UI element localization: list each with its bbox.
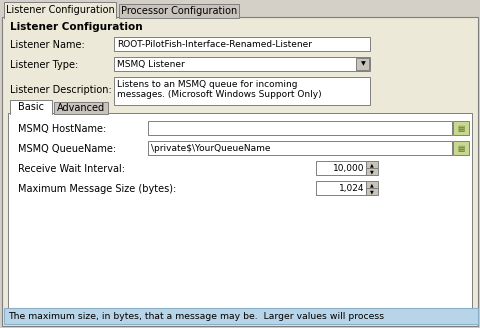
Text: The maximum size, in bytes, that a message may be.  Larger values will process: The maximum size, in bytes, that a messa…	[8, 312, 384, 321]
Bar	[453, 121, 469, 135]
Text: Advanced: Advanced	[57, 103, 105, 113]
Bar	[148, 121, 452, 135]
Text: ▤: ▤	[457, 144, 465, 153]
Bar	[8, 113, 472, 308]
Text: ▼: ▼	[370, 189, 374, 194]
Bar	[366, 161, 378, 168]
Text: MSMQ HostName:: MSMQ HostName:	[18, 124, 106, 134]
Text: \private$\YourQueueName: \private$\YourQueueName	[151, 144, 271, 153]
Bar	[316, 161, 366, 175]
Bar	[366, 181, 378, 188]
Text: ▼: ▼	[360, 62, 365, 67]
Bar	[114, 57, 370, 71]
Bar	[453, 141, 469, 155]
Text: Listener Name:: Listener Name:	[10, 40, 85, 50]
Bar	[366, 188, 378, 195]
Bar	[356, 58, 369, 70]
Text: Receive Wait Interval:: Receive Wait Interval:	[18, 164, 125, 174]
Text: 1,024: 1,024	[338, 184, 364, 193]
Text: ▤: ▤	[457, 124, 465, 133]
Bar	[316, 181, 366, 195]
Bar	[5, 16, 116, 18]
Bar	[119, 4, 239, 18]
Bar	[114, 77, 370, 105]
Text: ROOT-PilotFish-Interface-Renamed-Listener: ROOT-PilotFish-Interface-Renamed-Listene…	[117, 40, 312, 49]
Bar	[4, 2, 116, 18]
Text: Basic: Basic	[18, 102, 44, 112]
Text: Processor Configuration: Processor Configuration	[121, 6, 237, 16]
Text: 10,000: 10,000	[333, 164, 364, 173]
Text: Listener Configuration: Listener Configuration	[6, 5, 114, 15]
Bar	[4, 308, 478, 324]
Text: Listener Type:: Listener Type:	[10, 60, 78, 70]
Text: ▲: ▲	[370, 162, 374, 167]
Bar	[11, 113, 52, 114]
Text: Listener Description:: Listener Description:	[10, 85, 112, 95]
Text: Maximum Message Size (bytes):: Maximum Message Size (bytes):	[18, 184, 176, 194]
Bar	[54, 102, 108, 114]
Text: ▲: ▲	[370, 182, 374, 187]
Text: MSMQ QueueName:: MSMQ QueueName:	[18, 144, 116, 154]
Bar	[366, 168, 378, 175]
Text: Listens to an MSMQ queue for incoming
messages. (Microsoft Windows Support Only): Listens to an MSMQ queue for incoming me…	[117, 80, 322, 99]
Text: Listener Configuration: Listener Configuration	[10, 22, 143, 32]
Text: MSMQ Listener: MSMQ Listener	[117, 60, 185, 69]
Text: ▼: ▼	[370, 169, 374, 174]
Bar	[114, 37, 370, 51]
Bar	[10, 100, 52, 114]
Bar	[148, 141, 452, 155]
